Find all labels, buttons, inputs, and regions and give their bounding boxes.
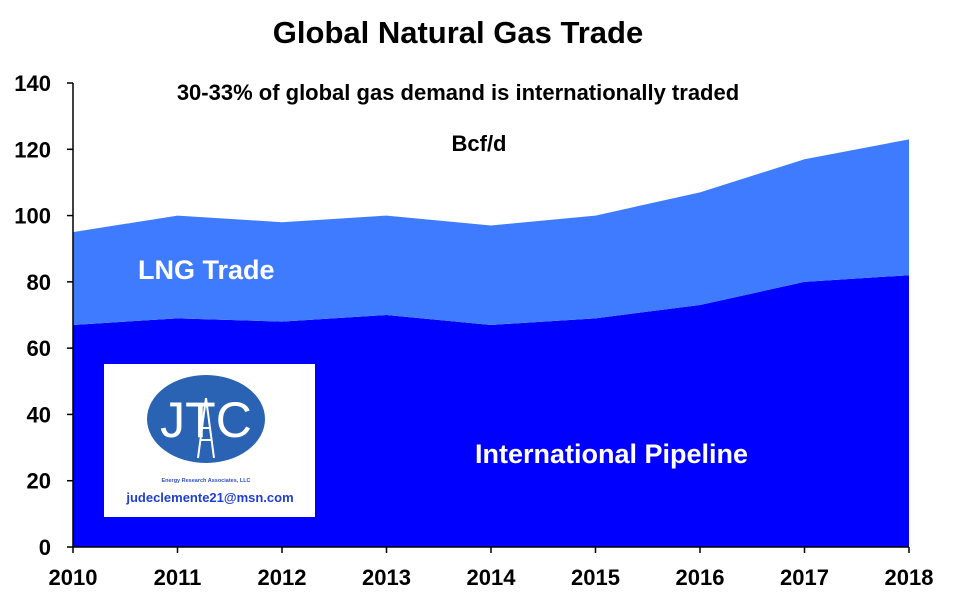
logo-circle (147, 375, 265, 463)
chart-subtitle: 30-33% of global gas demand is internati… (177, 80, 739, 105)
y-tick-label: 120 (14, 137, 51, 162)
unit-label: Bcf/d (452, 131, 507, 156)
area-label-lng: LNG Trade (138, 255, 275, 285)
x-tick-label: 2017 (780, 565, 829, 590)
tower-icon (197, 397, 215, 459)
company-logo: JTC Energy Research Associates, LLC jude… (104, 364, 315, 517)
y-tick-label: 140 (14, 71, 51, 96)
y-tick-label: 20 (27, 469, 51, 494)
x-tick-label: 2012 (258, 565, 307, 590)
x-tick-label: 2010 (49, 565, 98, 590)
area-label-pipeline: International Pipeline (475, 439, 748, 469)
x-tick-label: 2013 (362, 565, 411, 590)
x-tick-label: 2015 (571, 565, 620, 590)
y-tick-label: 40 (27, 402, 51, 427)
y-tick-label: 80 (27, 270, 51, 295)
y-tick-label: 100 (14, 204, 51, 229)
x-tick-label: 2014 (467, 565, 517, 590)
logo-email: judeclemente21@msn.com (125, 490, 293, 505)
y-tick-label: 60 (27, 336, 51, 361)
x-tick-label: 2011 (154, 565, 202, 590)
x-tick-label: 2018 (885, 565, 934, 590)
logo-tagline: Energy Research Associates, LLC (161, 478, 250, 484)
area-series-lng-trade (73, 139, 909, 325)
y-tick-label: 0 (39, 535, 51, 560)
x-tick-label: 2016 (676, 565, 725, 590)
axes: 0 20 40 60 80 100 120 140 2010 2011 2012 2013 2014 20… (14, 71, 933, 590)
chart-title: Global Natural Gas Trade (273, 15, 643, 50)
